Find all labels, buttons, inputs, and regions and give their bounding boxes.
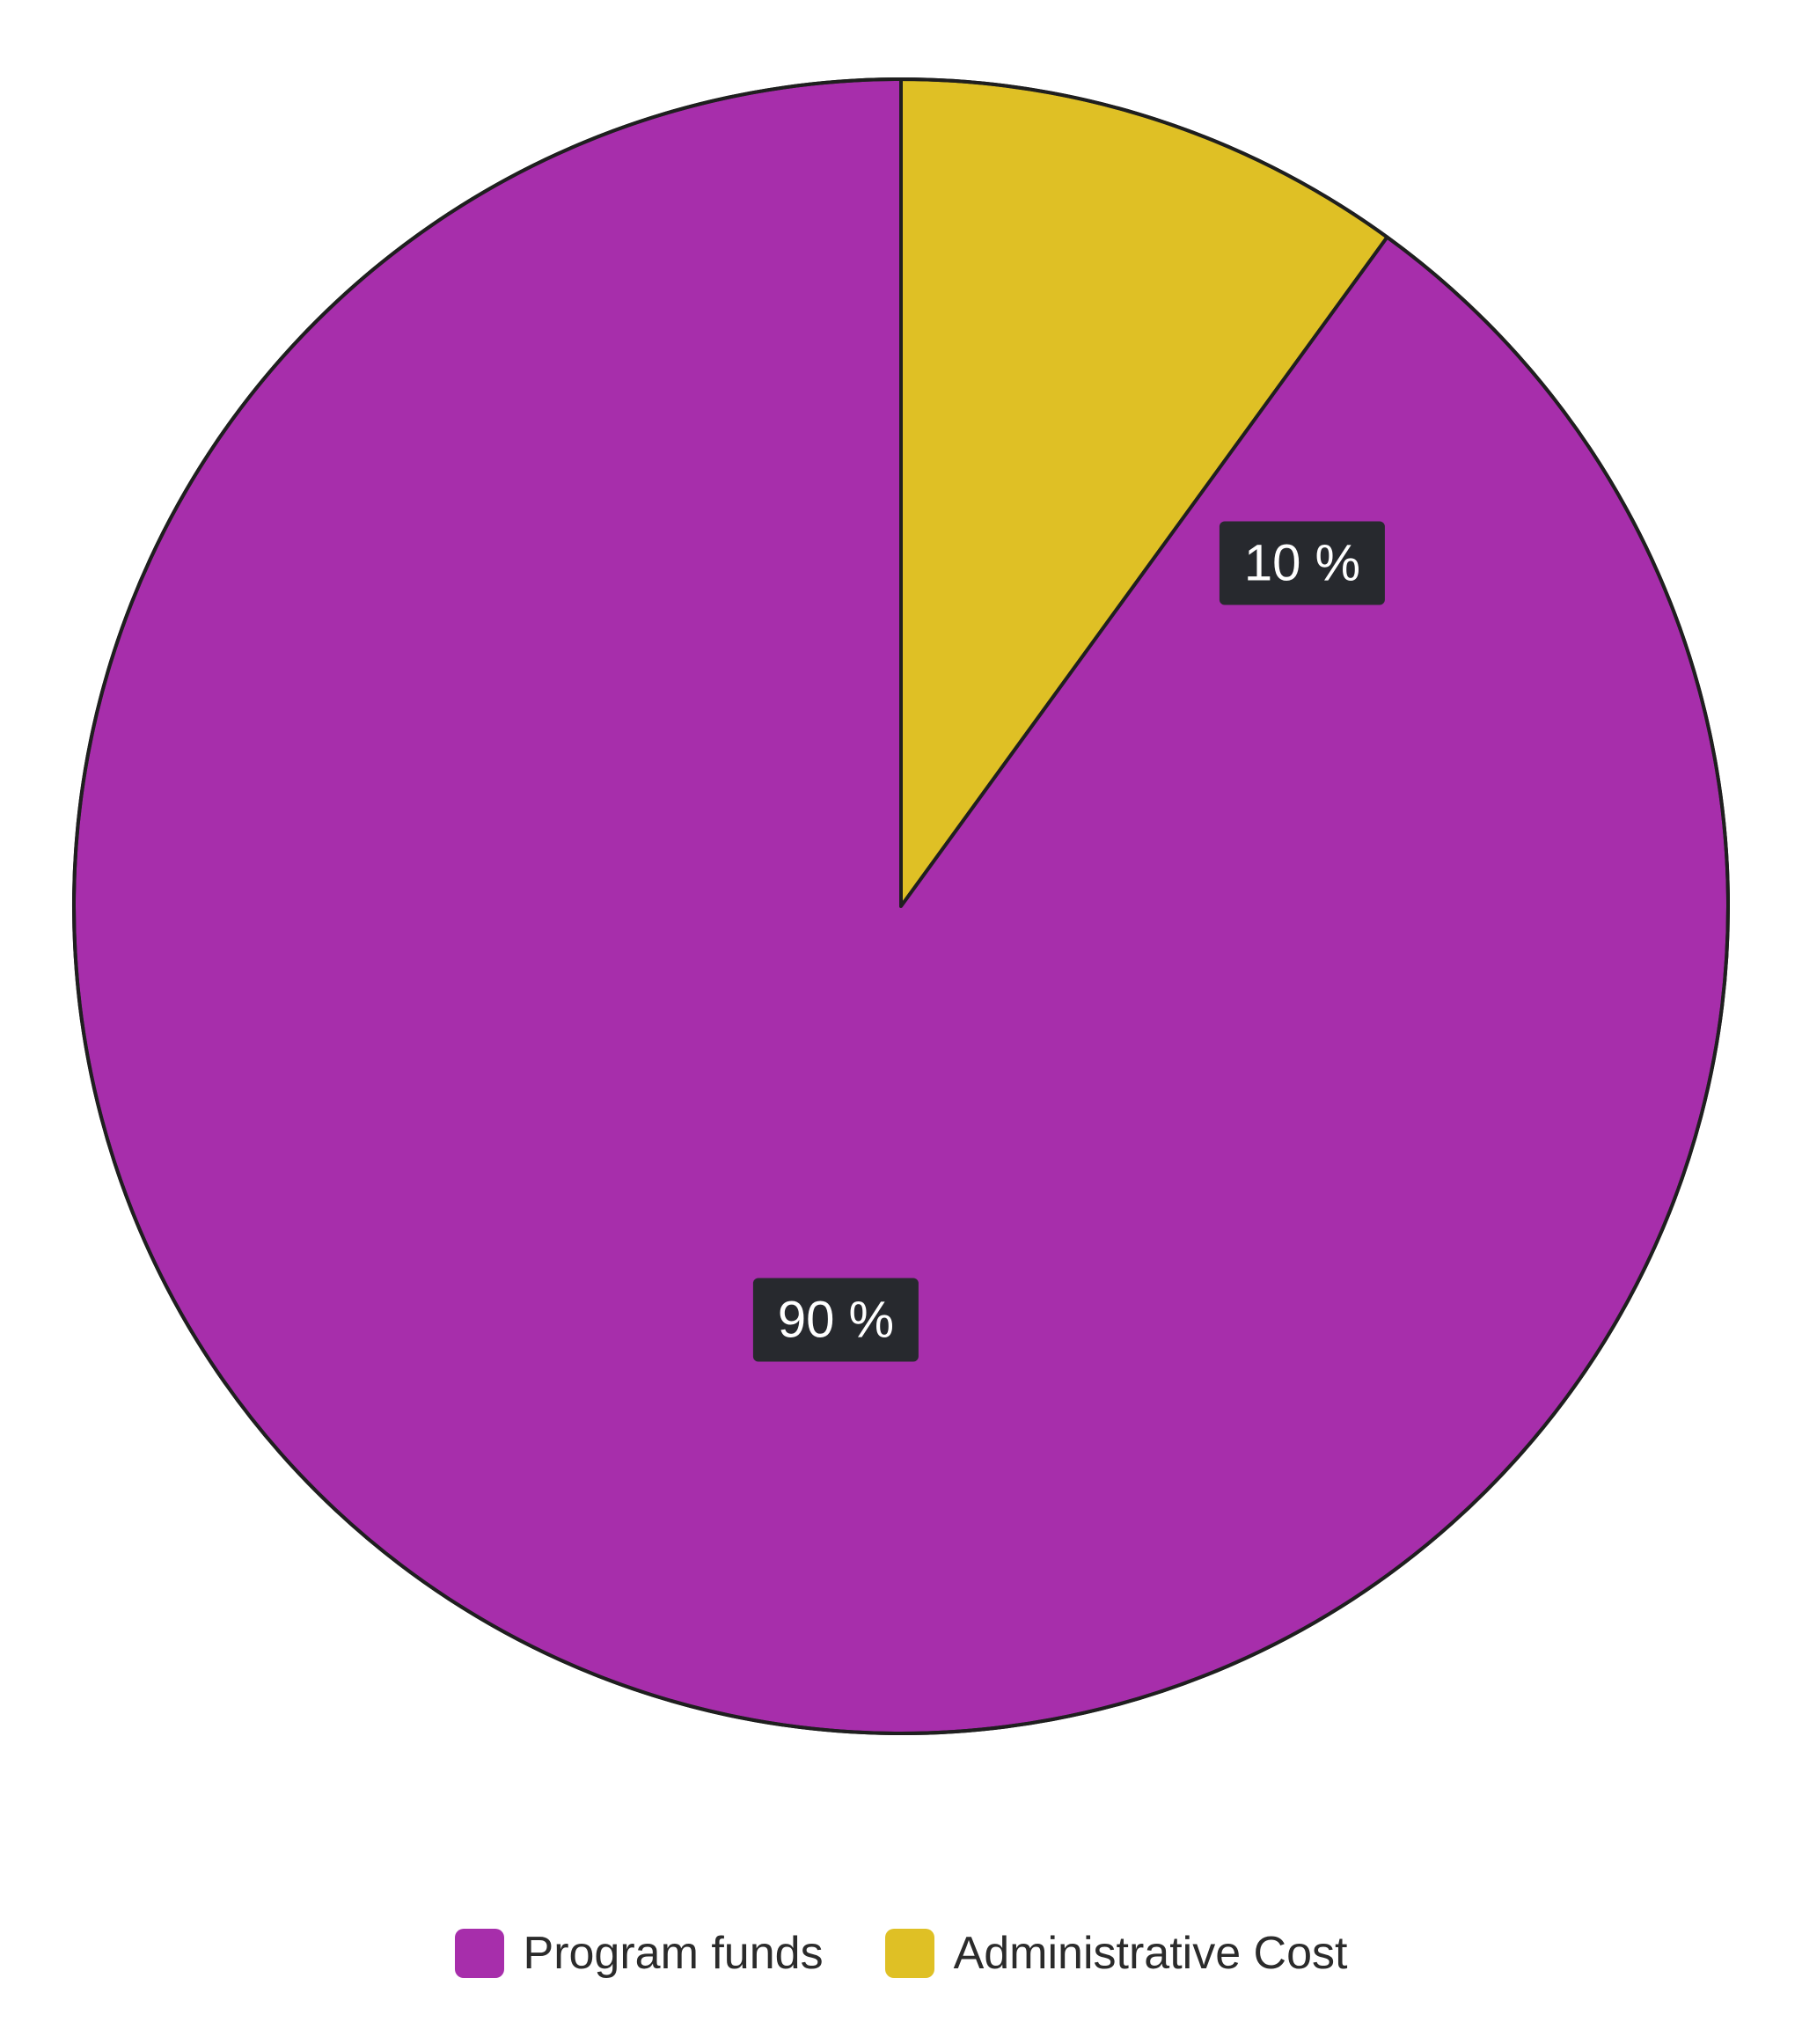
pie-slice-program-funds [74,79,1728,1733]
pie-chart: 10 % 90 % [0,0,1802,1786]
legend-label: Program funds [524,1927,824,1980]
slice-label-program-funds: 90 % [753,1278,919,1362]
legend-swatch [455,1929,504,1978]
slice-label-administrative-cost: 10 % [1220,522,1385,605]
legend-item: Administrative Cost [885,1927,1348,1980]
pie-svg [0,0,1802,1786]
legend: Program funds Administrative Cost [0,1927,1802,1980]
legend-item: Program funds [455,1927,824,1980]
legend-label: Administrative Cost [954,1927,1348,1980]
legend-swatch [885,1929,934,1978]
